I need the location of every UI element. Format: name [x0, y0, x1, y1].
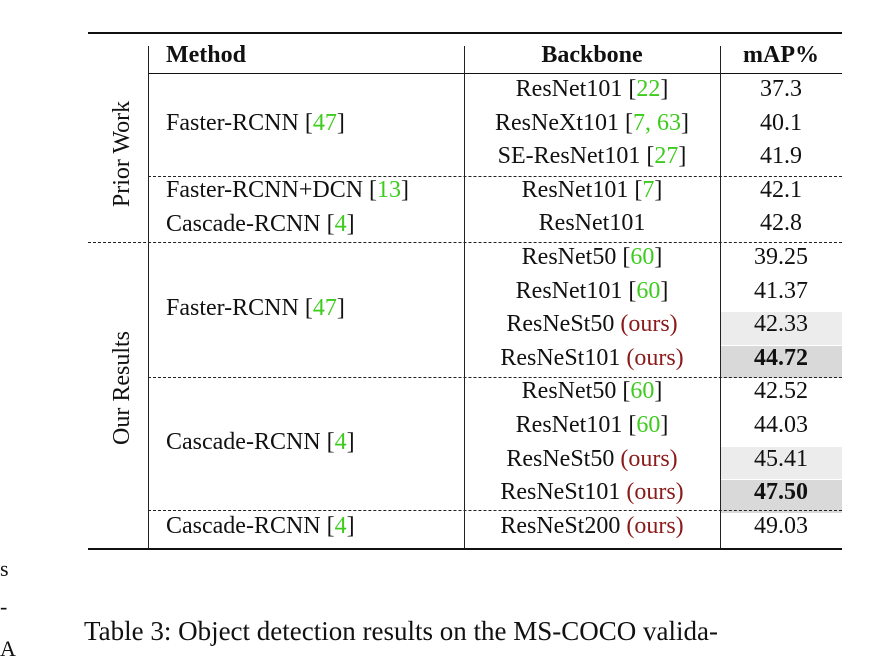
method-label: Cascade-RCNN [4]: [166, 513, 355, 539]
backbone-cell: ResNeSt101 (ours): [500, 479, 684, 506]
margin-fragment: s: [0, 556, 9, 581]
margin-fragment: A: [0, 636, 16, 661]
backbone-cell: ResNeSt200 (ours): [500, 512, 684, 539]
backbone-cell: ResNet101 [60]: [515, 412, 669, 438]
backbone-cell: ResNeSt50 (ours): [506, 445, 678, 472]
margin-fragment: -: [0, 594, 8, 619]
map-cell-highlight: [721, 446, 842, 480]
backbone-cell: ResNet50 [60]: [521, 244, 663, 270]
top-rule: [88, 32, 842, 34]
backbone-divider: [720, 46, 721, 548]
method-label: Cascade-RCNN [4]: [166, 429, 355, 455]
map-cell: 42.52: [754, 378, 808, 405]
method-label: Cascade-RCNN [4]: [166, 211, 355, 237]
method-label: Faster-RCNN [47]: [166, 295, 345, 321]
dashed-separator: [148, 176, 842, 177]
group-label-our-results: Our Results: [109, 331, 135, 445]
header-rule: [148, 73, 842, 74]
group-divider: [148, 46, 149, 548]
method-label: Faster-RCNN [47]: [166, 110, 345, 136]
table-caption: Table 3: Object detection results on the…: [84, 616, 718, 646]
map-cell: 47.50: [754, 479, 808, 506]
backbone-cell: ResNeXt101 [7, 63]: [495, 109, 689, 136]
map-cell: 44.72: [754, 344, 808, 371]
map-cell: 49.03: [754, 512, 808, 539]
header-map: mAP%: [743, 42, 819, 68]
backbone-cell: ResNet101 [60]: [515, 277, 669, 304]
backbone-cell: ResNeSt101 (ours): [500, 344, 684, 371]
dashed-separator: [148, 377, 842, 378]
dashed-separator: [88, 242, 842, 243]
map-cell-highlight: [721, 345, 842, 379]
method-label: Faster-RCNN+DCN [13]: [166, 177, 410, 203]
method-divider: [464, 46, 465, 548]
map-cell: 41.37: [754, 277, 808, 304]
map-cell: 40.1: [760, 109, 802, 136]
map-cell: 42.8: [760, 210, 802, 237]
dashed-separator: [148, 510, 842, 511]
header-method: Method: [166, 42, 246, 68]
map-cell: 41.9: [760, 143, 802, 170]
map-cell: 42.1: [760, 176, 802, 203]
map-cell-highlight: [721, 312, 842, 345]
header-backbone: Backbone: [541, 42, 643, 68]
backbone-cell: SE-ResNet101 [27]: [497, 143, 687, 170]
backbone-cell: ResNet50 [60]: [521, 378, 663, 405]
backbone-cell: ResNet101 [7]: [521, 176, 663, 203]
group-label-prior-work: Prior Work: [109, 100, 135, 208]
backbone-cell: ResNet101 [22]: [515, 76, 669, 102]
backbone-cell: ResNeSt50 (ours): [506, 311, 678, 338]
map-cell: 39.25: [754, 244, 808, 270]
map-cell: 42.33: [754, 311, 808, 338]
backbone-cell: ResNet101: [538, 210, 646, 237]
map-cell: 37.3: [760, 76, 802, 102]
bottom-rule: [88, 548, 842, 550]
map-cell-highlight: [721, 480, 842, 513]
map-cell: 44.03: [754, 412, 808, 438]
map-cell: 45.41: [754, 445, 808, 472]
